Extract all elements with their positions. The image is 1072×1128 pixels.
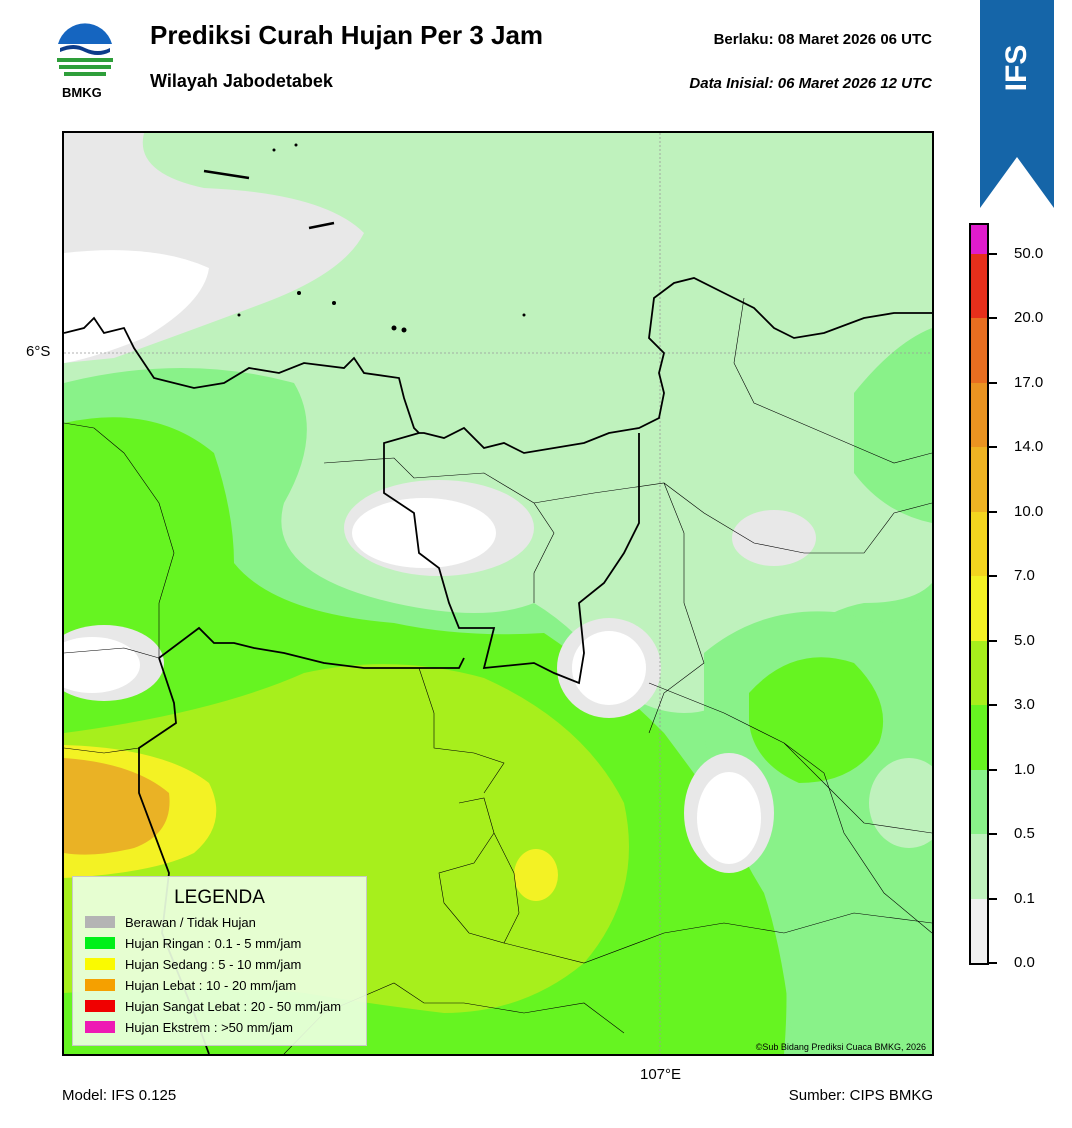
colorbar-tick xyxy=(989,897,997,900)
map-legend: LEGENDA Berawan / Tidak Hujan Hujan Ring… xyxy=(72,876,367,1046)
colorbar-segment xyxy=(971,834,987,899)
colorbar-tick-label: 0.0 xyxy=(1014,954,1035,971)
rainfall-map[interactable]: LEGENDA Berawan / Tidak Hujan Hujan Ring… xyxy=(62,131,934,1056)
colorbar-tick-label: 14.0 xyxy=(1014,438,1044,456)
colorbar-segment xyxy=(971,576,987,641)
colorbar-tick-label: 0.5 xyxy=(1014,825,1035,843)
model-label: Model: IFS 0.125 xyxy=(62,1087,177,1104)
colorbar-tick-label: 17.0 xyxy=(1014,373,1044,391)
colorbar-segment xyxy=(971,898,987,963)
ifs-badge-text: IFS xyxy=(1000,44,1033,92)
init-time: Data Inisial: 06 Maret 2026 12 UTC xyxy=(689,75,932,92)
legend-label: Hujan Sangat Lebat : 20 - 50 mm/jam xyxy=(125,998,342,1014)
legend-item: Hujan Lebat : 10 - 20 mm/jam xyxy=(85,976,296,994)
legend-title: LEGENDA xyxy=(174,887,265,908)
longitude-label: 107°E xyxy=(640,1066,682,1083)
map-canvas xyxy=(64,133,932,1054)
colorbar-segment xyxy=(971,705,987,770)
colorbar-tick-label: 10.0 xyxy=(1014,502,1044,520)
legend-label: Berawan / Tidak Hujan xyxy=(125,914,256,930)
colorbar-tick-label: 5.0 xyxy=(1014,631,1035,649)
logo-text: BMKG xyxy=(62,85,102,100)
map-credit: ©Sub Bidang Prediksi Cuaca BMKG, 2026 xyxy=(755,1042,926,1052)
colorbar-tick xyxy=(989,962,997,964)
colorbar-segment xyxy=(971,382,987,448)
legend-label: Hujan Ekstrem : >50 mm/jam xyxy=(125,1019,293,1035)
bmkg-logo xyxy=(54,22,116,84)
colorbar-tick xyxy=(989,833,997,836)
legend-item: Hujan Ringan : 0.1 - 5 mm/jam xyxy=(85,934,301,952)
colorbar-segment xyxy=(971,640,987,706)
colorbar-tick-label: 3.0 xyxy=(1014,696,1035,714)
colorbar-segment xyxy=(971,225,987,255)
colorbar-segment xyxy=(971,254,987,319)
colorbar-tick xyxy=(989,575,997,578)
colorbar xyxy=(969,223,989,965)
latitude-label: 6°S xyxy=(26,343,51,360)
colorbar-tick xyxy=(989,317,997,320)
page-title: Prediksi Curah Hujan Per 3 Jam xyxy=(150,20,544,50)
legend-swatch xyxy=(85,1000,115,1012)
colorbar-tick-label: 7.0 xyxy=(1014,567,1035,585)
legend-swatch xyxy=(85,958,115,970)
legend-swatch xyxy=(85,916,115,928)
colorbar-tick-label: 1.0 xyxy=(1014,760,1035,778)
colorbar-tick xyxy=(989,253,997,255)
colorbar-tick xyxy=(989,639,997,642)
valid-time: Berlaku: 08 Maret 2026 06 UTC xyxy=(713,31,932,48)
legend-item: Hujan Sedang : 5 - 10 mm/jam xyxy=(85,955,301,973)
colorbar-tick-label: 0.1 xyxy=(1014,889,1035,907)
legend-label: Hujan Sedang : 5 - 10 mm/jam xyxy=(125,956,302,972)
colorbar-tick xyxy=(989,768,997,771)
colorbar-segment xyxy=(971,447,987,512)
legend-item: Berawan / Tidak Hujan xyxy=(85,913,256,931)
legend-item: Hujan Sangat Lebat : 20 - 50 mm/jam xyxy=(85,997,341,1015)
colorbar-segment xyxy=(971,318,987,383)
legend-swatch xyxy=(85,937,115,949)
legend-item: Hujan Ekstrem : >50 mm/jam xyxy=(85,1018,293,1036)
colorbar-tick xyxy=(989,381,997,384)
colorbar-tick-label: 20.0 xyxy=(1014,309,1044,327)
colorbar-tick xyxy=(989,704,997,707)
ifs-badge: IFS xyxy=(980,0,1054,208)
legend-label: Hujan Lebat : 10 - 20 mm/jam xyxy=(125,977,297,993)
legend-label: Hujan Ringan : 0.1 - 5 mm/jam xyxy=(125,935,302,951)
colorbar-tick-label: 50.0 xyxy=(1014,245,1044,262)
source-label: Sumber: CIPS BMKG xyxy=(788,1087,933,1104)
legend-swatch xyxy=(85,1021,115,1033)
colorbar-tick xyxy=(989,510,997,513)
colorbar-segment xyxy=(971,511,987,577)
legend-swatch xyxy=(85,979,115,991)
colorbar-segment xyxy=(971,769,987,835)
colorbar-tick xyxy=(989,446,997,449)
page-subtitle: Wilayah Jabodetabek xyxy=(150,71,333,91)
